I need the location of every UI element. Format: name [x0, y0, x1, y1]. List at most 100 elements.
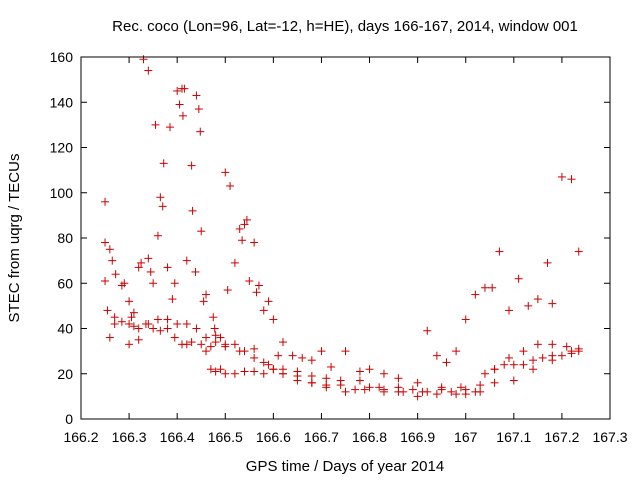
data-point [206, 342, 215, 351]
data-point [567, 175, 576, 184]
data-point [191, 267, 200, 276]
data-point [250, 238, 259, 247]
axis-ticks: 166.2 166.3 166.4 166.5 166.6 166.7 166.8 166.9… [50, 49, 628, 445]
data-point [149, 324, 158, 333]
data-point [129, 308, 138, 317]
data-point [187, 161, 196, 170]
x-tick-label: 167 [454, 429, 478, 445]
x-tick-label: 166.8 [352, 429, 387, 445]
data-point [476, 381, 485, 390]
data-point [153, 231, 162, 240]
data-point [101, 276, 110, 285]
data-point [423, 326, 432, 335]
data-point [505, 306, 514, 315]
data-point [250, 353, 259, 362]
x-tick-label: 167.2 [544, 429, 579, 445]
data-point [355, 376, 364, 385]
data-point [125, 319, 134, 328]
data-point [199, 297, 208, 306]
data-point [235, 224, 244, 233]
x-tick-label: 166.4 [160, 429, 195, 445]
data-point [182, 340, 191, 349]
data-point [129, 322, 138, 331]
data-point [264, 360, 273, 369]
data-point [144, 254, 153, 263]
data-point [456, 383, 465, 392]
data-point [471, 290, 480, 299]
data-point [259, 358, 268, 367]
data-point [278, 365, 287, 374]
data-point [202, 290, 211, 299]
y-tick-label: 140 [50, 94, 74, 110]
data-point [379, 387, 388, 396]
data-point [567, 347, 576, 356]
data-point [519, 360, 528, 369]
data-point [254, 281, 263, 290]
data-point [274, 351, 283, 360]
y-tick-label: 160 [50, 49, 74, 65]
data-point [245, 276, 254, 285]
x-tick-label: 166.9 [400, 429, 435, 445]
data-point [288, 351, 297, 360]
data-point [149, 279, 158, 288]
data-point [298, 353, 307, 362]
data-point [110, 313, 119, 322]
data-point [379, 369, 388, 378]
data-point [242, 215, 251, 224]
data-point [476, 387, 485, 396]
data-point [139, 55, 148, 64]
data-point [211, 367, 220, 376]
data-point [250, 367, 259, 376]
data-point [120, 279, 129, 288]
y-tick-label: 80 [57, 230, 73, 246]
data-point [269, 315, 278, 324]
data-point [437, 385, 446, 394]
data-point [209, 313, 218, 322]
data-point [269, 365, 278, 374]
data-point [442, 358, 451, 367]
data-point [235, 347, 244, 356]
data-point [322, 374, 331, 383]
data-point [111, 270, 120, 279]
data-point [153, 315, 162, 324]
data-point [259, 306, 268, 315]
data-point [137, 258, 146, 267]
data-point [197, 340, 206, 349]
data-point [259, 369, 268, 378]
data-point [134, 324, 143, 333]
data-point [211, 338, 220, 347]
y-tick-label: 40 [57, 321, 73, 337]
data-point [168, 295, 177, 304]
y-tick-label: 100 [50, 185, 74, 201]
data-point [216, 333, 225, 342]
data-point [173, 319, 182, 328]
data-point [413, 392, 422, 401]
data-point [163, 315, 172, 324]
data-point [394, 374, 403, 383]
data-point [163, 324, 172, 333]
data-point [548, 340, 557, 349]
data-point [574, 247, 583, 256]
data-point [110, 319, 119, 328]
data-point [533, 295, 542, 304]
data-point [134, 335, 143, 344]
x-axis-label: GPS time / Days of year 2014 [246, 458, 444, 475]
data-point [509, 376, 518, 385]
data-point [192, 324, 201, 333]
data-point [341, 347, 350, 356]
data-point [519, 347, 528, 356]
data-point [413, 378, 422, 387]
data-point [360, 385, 369, 394]
x-tick-label: 166.6 [256, 429, 291, 445]
data-point [144, 66, 153, 75]
data-point [108, 256, 117, 265]
data-point [127, 313, 136, 322]
data-point [210, 324, 219, 333]
y-tick-label: 20 [57, 366, 73, 382]
data-point [240, 220, 249, 229]
data-point [187, 338, 196, 347]
data-point [351, 385, 360, 394]
data-point [375, 383, 384, 392]
data-point [307, 356, 316, 365]
data-point [206, 365, 215, 374]
